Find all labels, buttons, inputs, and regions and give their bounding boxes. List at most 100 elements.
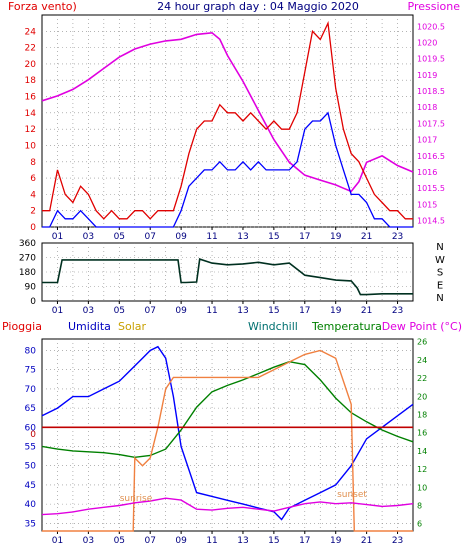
p1-ytick-right: 1018.5	[417, 87, 445, 96]
sunrise-label: sunrise	[120, 494, 153, 504]
p1-xtick-label: 07	[144, 232, 155, 242]
p1-series-line	[42, 111, 413, 228]
chart-marks: 01 03 05 07 09 11 13 15 17 19 21 23 0 24 6 8 10 12 14 16 18 2…	[19, 15, 445, 546]
legend-humidity: Umidita	[68, 320, 111, 333]
p1-xtick-label: 05	[114, 232, 125, 242]
p3-ytick-left: 60	[25, 423, 37, 433]
p1-ytick-left: 20	[25, 60, 37, 70]
p3-ytick-left: 80	[25, 347, 37, 357]
p1-xtick-label: 11	[206, 232, 217, 242]
p3-ytick-right: 8	[417, 502, 422, 511]
p1-ytick-left: 18	[25, 76, 37, 86]
p3-ytick-right: 16	[417, 429, 427, 438]
p2-xtick-label: 13	[237, 306, 248, 316]
p1-ytick-right: 1020	[417, 39, 437, 48]
p3-ytick-left: 75	[25, 366, 36, 376]
p3-ytick-left: 65	[25, 404, 36, 414]
p1-ytick-left: 22	[25, 44, 36, 54]
p1-ytick-right: 1017.5	[417, 119, 445, 128]
p3-xtick-label: 07	[144, 536, 155, 546]
p2-xtick-label: 07	[144, 306, 155, 316]
p3-series-line	[41, 497, 414, 516]
p1-ytick-right: 1015.5	[417, 184, 445, 193]
p3-xtick-label: 17	[299, 536, 310, 546]
p2-ytick: 360	[19, 239, 36, 249]
p3-xtick-label: 19	[330, 536, 342, 546]
p3-xtick-label: 11	[206, 536, 217, 546]
p2-direction-letter: N	[436, 242, 443, 253]
p1-ytick-left: 8	[30, 158, 36, 168]
p1-xtick-label: 23	[392, 232, 403, 242]
p3-ytick-left: 35	[25, 519, 36, 529]
p1-xtick-label: 21	[361, 232, 372, 242]
p3-xtick-label: 15	[268, 536, 279, 546]
p3-ytick-left: 40	[25, 500, 37, 510]
legend-solar: Solar	[118, 320, 147, 333]
p3-xtick-label: 09	[175, 536, 187, 546]
p2-xtick-label: 05	[114, 306, 125, 316]
p1-xtick-label: 17	[299, 232, 310, 242]
p1-ytick-left: 14	[25, 109, 37, 119]
p3-ytick-left: 45	[25, 481, 36, 491]
p3-ytick-right: 12	[417, 465, 427, 474]
p3-xtick-label: 13	[237, 536, 248, 546]
legend-rain: Pioggia	[2, 320, 42, 333]
p1-xtick-label: 13	[237, 232, 248, 242]
p3-ytick-left: 55	[25, 443, 36, 453]
p3-ytick-right: 20	[417, 392, 427, 401]
p2-xtick-label: 11	[206, 306, 217, 316]
p1-ytick-right: 1018	[417, 103, 437, 112]
pressure-label: Pressione	[408, 0, 461, 13]
p1-ytick-left: 0	[30, 223, 36, 233]
p1-xtick-label: 03	[83, 232, 94, 242]
p3-ytick-right: 22	[417, 374, 427, 383]
p2-xtick-label: 03	[83, 306, 94, 316]
p3-ytick-right: 24	[417, 356, 427, 365]
p1-xtick-label: 09	[175, 232, 187, 242]
p1-xtick-label: 01	[52, 232, 63, 242]
legend-windchill: Windchill	[248, 320, 298, 333]
p3-ytick-left: 70	[25, 385, 37, 395]
p3-ytick-right: 10	[417, 483, 427, 492]
p3-xtick-label: 03	[83, 536, 94, 546]
p3-ytick-right: 26	[417, 338, 427, 347]
p3-series-line	[41, 345, 414, 521]
p1-ytick-left: 10	[25, 141, 37, 151]
p2-ytick: 180	[19, 268, 36, 278]
p3-xtick-label: 23	[392, 536, 403, 546]
p3-xtick-label: 21	[361, 536, 372, 546]
p2-direction-letter: N	[436, 293, 443, 304]
p2-xtick-label: 21	[361, 306, 372, 316]
graph-title: 24 hour graph day : 04 Maggio 2020	[157, 0, 359, 13]
p1-series-line	[41, 31, 414, 193]
sunset-label: sunset	[337, 490, 367, 500]
p1-ytick-right: 1016.5	[417, 152, 445, 161]
p2-xtick-label: 23	[392, 306, 403, 316]
p1-xtick-label: 19	[330, 232, 342, 242]
p3-ytick-right: 6	[417, 520, 422, 529]
p1-ytick-right: 1016	[417, 168, 437, 177]
p1-ytick-right: 1019.5	[417, 55, 445, 64]
legend-dewpoint: Dew Point (°C)	[382, 320, 462, 333]
p1-ytick-left: 2	[30, 207, 36, 217]
p1-ytick-left: 16	[25, 93, 37, 103]
p2-xtick-label: 17	[299, 306, 310, 316]
p2-direction-letter: S	[437, 268, 443, 279]
p2-ytick: 270	[19, 254, 36, 264]
p3-xtick-label: 01	[52, 536, 63, 546]
p1-ytick-left: 12	[25, 125, 36, 135]
p3-xtick-label: 05	[114, 536, 125, 546]
p1-series-line	[42, 20, 413, 220]
p3-ytick-right: 18	[417, 411, 427, 420]
p2-ytick: 90	[25, 283, 37, 293]
legend-temperature: Temperatura	[311, 320, 382, 333]
p2-direction-letter: W	[435, 255, 445, 266]
p1-ytick-right: 1014.5	[417, 217, 445, 226]
p1-ytick-right: 1015	[417, 200, 437, 209]
p1-ytick-left: 24	[25, 27, 37, 37]
wind-force-label: Forza vento)	[8, 0, 77, 13]
p3-ytick-right: 14	[417, 447, 427, 456]
p2-direction-letter: E	[437, 280, 443, 291]
p2-ytick: 0	[30, 297, 36, 307]
